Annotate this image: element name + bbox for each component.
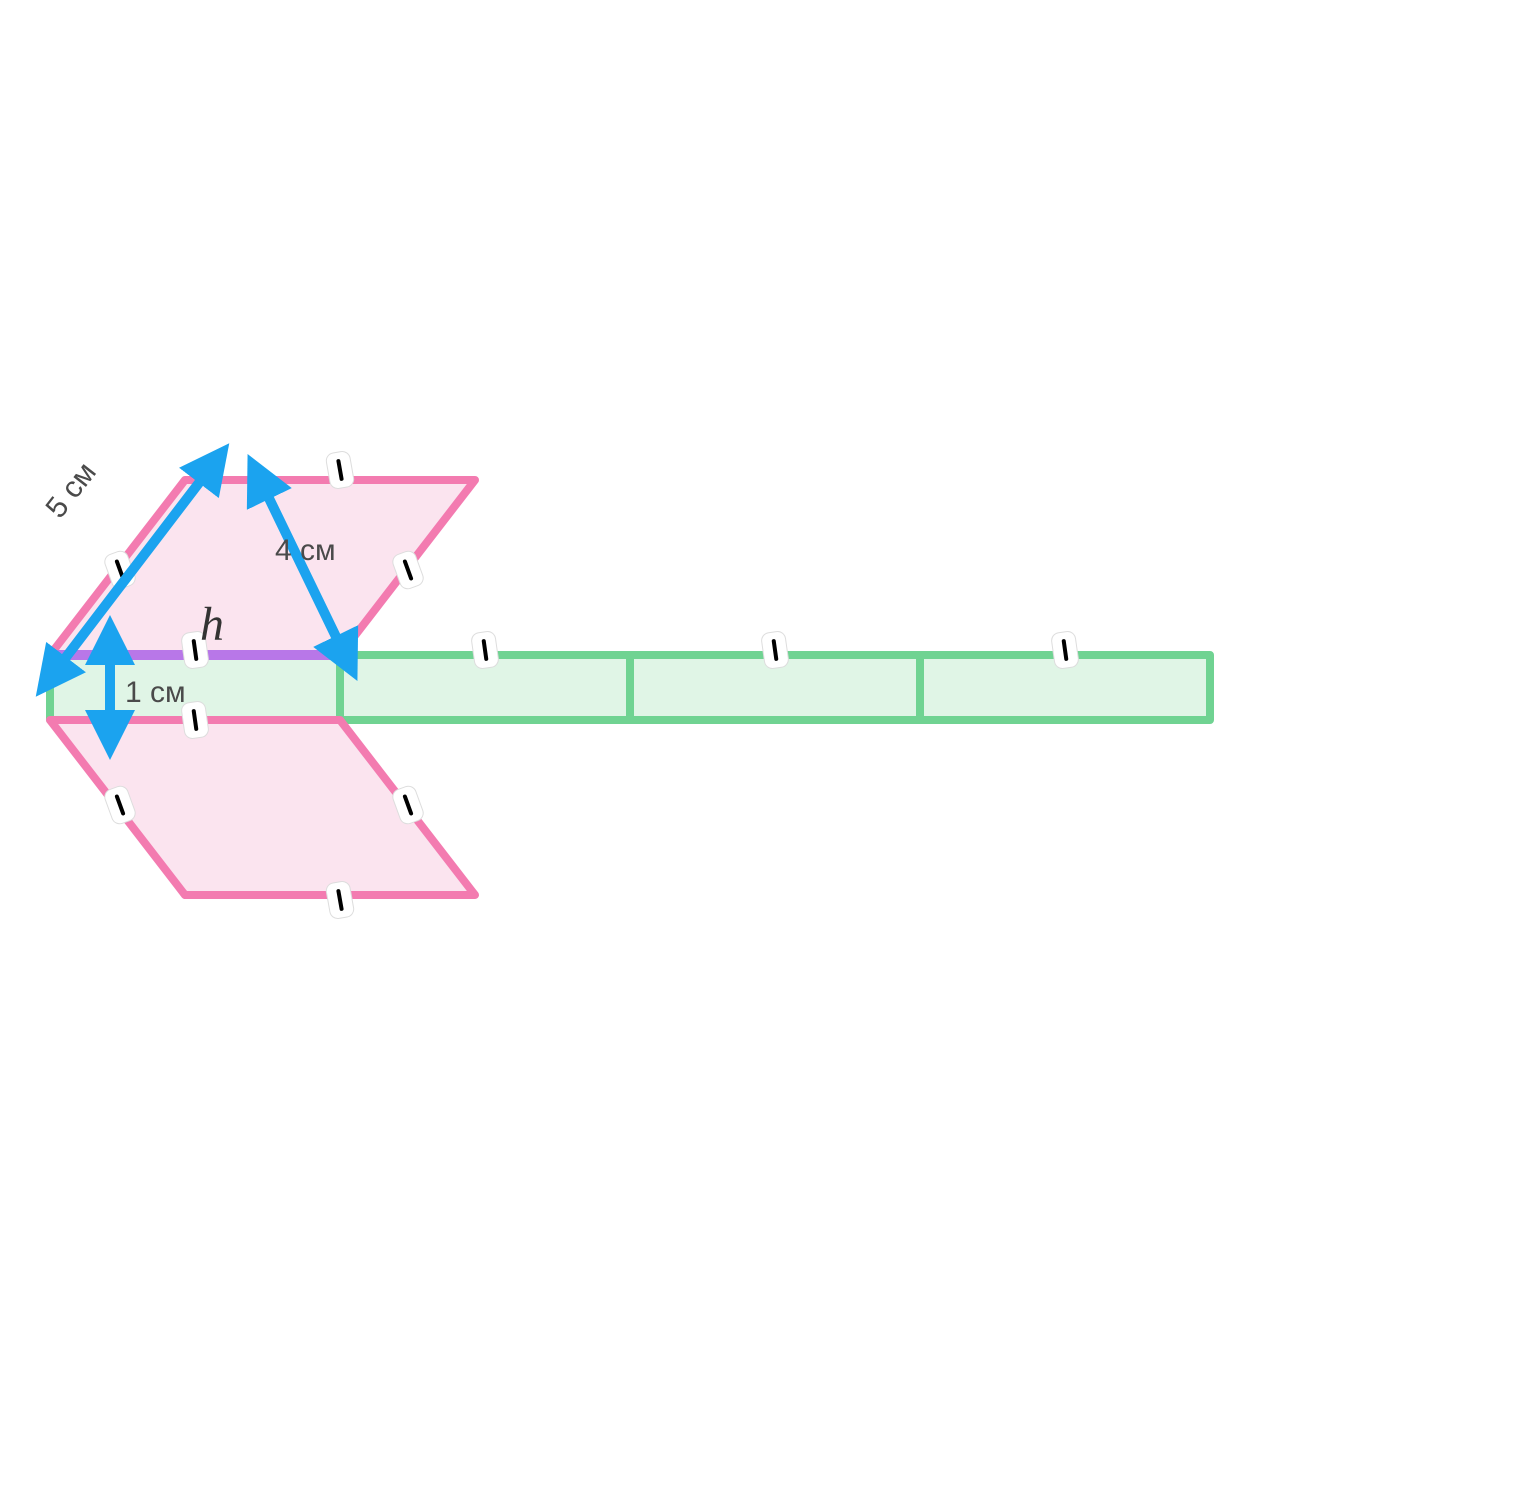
label-5cm: 5 см (40, 456, 103, 524)
label-h: h (200, 598, 224, 651)
label-4cm: 4 см (275, 534, 336, 567)
geometry-diagram: 5 см 4 см 1 см h (0, 0, 1536, 1494)
green-rectangles (50, 655, 1210, 720)
label-1cm: 1 см (125, 676, 186, 709)
